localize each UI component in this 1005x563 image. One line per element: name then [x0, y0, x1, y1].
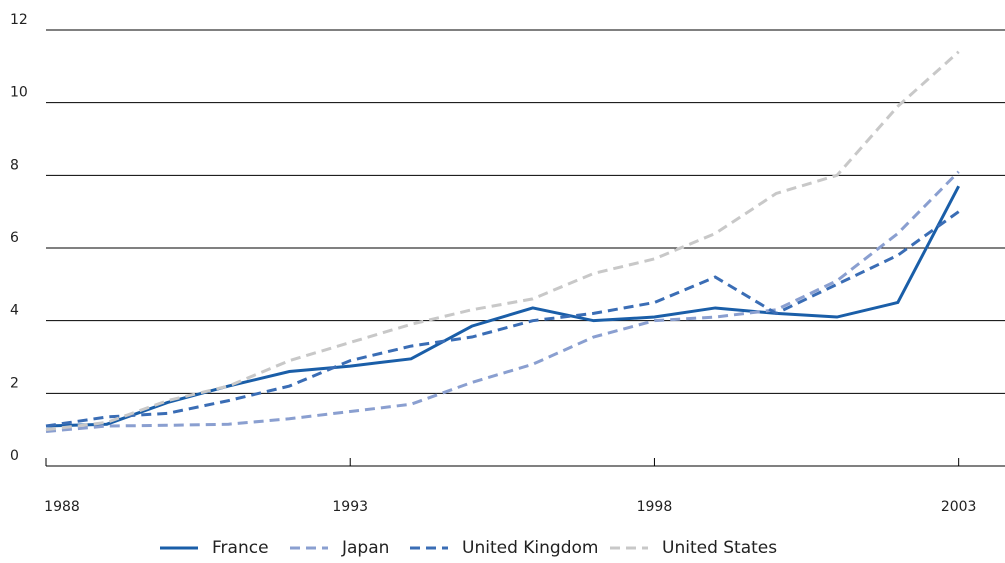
- y-tick-label: 6: [10, 230, 19, 246]
- y-tick-label: 12: [10, 12, 28, 28]
- y-tick-label: 2: [10, 375, 19, 391]
- y-tick-label: 0: [10, 448, 19, 464]
- series-line: [45, 170, 960, 433]
- x-tick-label: 1988: [44, 499, 80, 515]
- series-line: [45, 50, 960, 432]
- legend-label: United States: [662, 538, 777, 558]
- legend-label: United Kingdom: [462, 538, 598, 558]
- x-tick-label: 2003: [941, 499, 977, 515]
- legend-label: France: [212, 538, 269, 558]
- y-tick-label: 4: [10, 303, 19, 319]
- legend: France Japan United Kingdom United States: [160, 538, 777, 558]
- y-tick-label: 8: [10, 157, 19, 173]
- y-tick-label: 10: [10, 85, 28, 101]
- legend-label: Japan: [341, 538, 389, 558]
- series-line: [45, 185, 960, 428]
- x-tick-label: 1998: [637, 499, 673, 515]
- x-tick-label: 1993: [332, 499, 368, 515]
- series-line: [45, 210, 960, 428]
